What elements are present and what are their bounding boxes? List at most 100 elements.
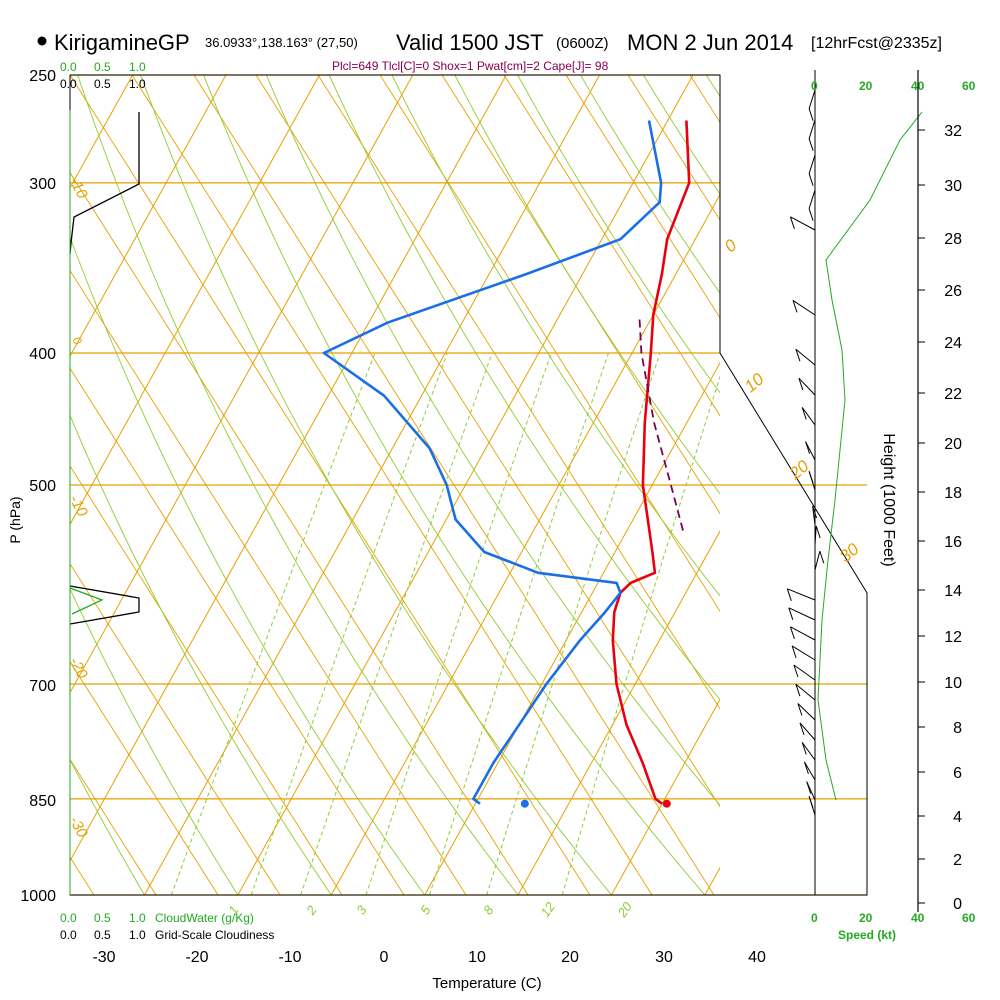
valid-time: Valid 1500 JST [396,30,544,55]
isotherm-line [565,75,720,319]
wind-barb [792,299,816,316]
height-tick: 22 [944,386,962,403]
pressure-tick: 1000 [20,888,56,905]
wind-barb-flag [791,645,797,659]
isotherm-label: 20 [785,456,813,484]
wind-barb-flag [812,505,818,519]
plot-frame [69,70,868,896]
height-tick: 6 [953,765,962,782]
wind-barb-flag [795,349,801,362]
height-tick: 24 [944,335,962,352]
wind-barb [801,407,816,426]
height-tick: 0 [953,896,962,913]
temp-tick: 40 [748,949,766,966]
cloud-scale-bottom-green: 1.0 [129,911,146,925]
wind-barb-flag [808,208,814,221]
isotherm-label: -10 [66,492,91,520]
wind-barb [793,664,816,681]
sounding-traces [322,120,691,805]
pressure-tick: 250 [29,68,56,85]
speed-tick-bottom: 0 [811,911,818,925]
height-tick: 14 [944,583,962,600]
speed-tick-bottom: 40 [911,911,925,925]
isotherm-label: -30 [66,813,91,841]
stability-indices: Plcl=649 Tlcl[C]=0 Shox=1 Pwat[cm]=2 Cap… [332,59,609,73]
isotherm-label: 10 [741,369,768,396]
dry-adiabat-line [958,75,1000,895]
wind-barb [814,525,817,546]
wind-barb-flag [808,108,814,121]
cloudwater-label: CloudWater (g/Kg) [155,911,254,925]
cloud-scale: 0.0 0.5 1.0 0.0 0.5 1.0 0.0 0.5 1.0 Clou… [60,60,274,942]
wind-barb-flag [789,626,795,639]
wind-barb-flag [789,216,795,229]
height-tick: 16 [944,534,962,551]
cloudiness-label: Grid-Scale Cloudiness [155,928,274,942]
wind-barb-flag [799,722,805,736]
valid-time-z: (0600Z) [556,35,609,52]
isotherm-label: 30 [836,539,863,566]
wind-barb [798,377,816,396]
dry-adiabat-line [70,758,145,895]
isotherm-line [70,75,227,358]
wind-barb-flag [801,742,807,755]
temp-tick: -20 [185,949,208,966]
cloud-scale-top-black: 0.5 [94,77,111,91]
wind-barb-flag [819,551,825,564]
pressure-tick: 400 [29,346,56,363]
wind-barb-flag [808,173,814,186]
cloud-scale-top-black: 1.0 [129,77,146,91]
temperature-axis: -30 -20 -10 0 10 20 30 40 [92,949,766,966]
forecast-info: [12hrFcst@2335z] [811,35,942,52]
isotherm-label: 0 [721,235,741,256]
wind-barb [790,626,816,641]
wind-barb-flag [793,664,799,678]
speed-tick-top: 0 [811,79,818,93]
pressure-axis-label: P (hPa) [7,496,23,543]
wind-barb [812,505,816,526]
wind-barb-flag [808,796,814,809]
temp-tick: 20 [561,949,579,966]
speed-tick-top: 20 [859,79,873,93]
dry-adiabat-line [77,75,519,895]
dry-adiabat-line [391,75,720,597]
wind-barb-flag [808,471,814,484]
pressure-tick: 850 [29,793,56,810]
cloud-scale-top-green: 0.0 [60,60,77,74]
temp-tick: 10 [468,949,486,966]
valid-date: MON 2 Jun 2014 [627,30,793,55]
dry-adiabat-line [517,75,720,394]
speed-axis-label: Speed (kt) [838,928,896,942]
wind-barb-flag [801,407,807,420]
mixing-ratio-label: 12 [537,899,558,920]
height-axis-label: Height (1000 Feet) [880,433,897,566]
dewpoint-surface-point [520,799,529,808]
cloud-scale-top-green: 0.5 [94,60,111,74]
wind-barb [808,119,816,139]
station-name: KirigamineGP [54,30,190,55]
height-tick: 20 [944,436,962,453]
wind-barb-flag [805,441,811,454]
temperature-surface-point [662,799,671,808]
isotherm-label: -20 [66,654,91,682]
height-tick: 2 [953,852,962,869]
wind-barb [799,722,816,741]
cloud-scale-bottom-black: 0.5 [94,928,111,942]
dry-adiabat-line [70,414,332,895]
temp-tick: -10 [278,949,301,966]
mixing-ratio-label: 8 [480,902,497,917]
isotherm-line [503,75,720,417]
wind-barb [803,761,816,781]
speed-scale: 0 20 40 60 0 20 40 60 Speed (kt) [811,79,976,942]
surface-points [520,799,671,808]
cloud-scale-bottom-green: 0.5 [94,911,111,925]
pressure-tick: 700 [29,678,56,695]
cloudiness-line-upper [69,112,140,255]
pressure-tick: 500 [29,478,56,495]
wind-barb-flag [808,138,814,151]
temperature-axis-label: Temperature (C) [432,975,541,992]
cloud-scale-top-green: 1.0 [129,60,146,74]
dry-adiabat-line [328,75,720,701]
isotherm-line [70,660,219,895]
